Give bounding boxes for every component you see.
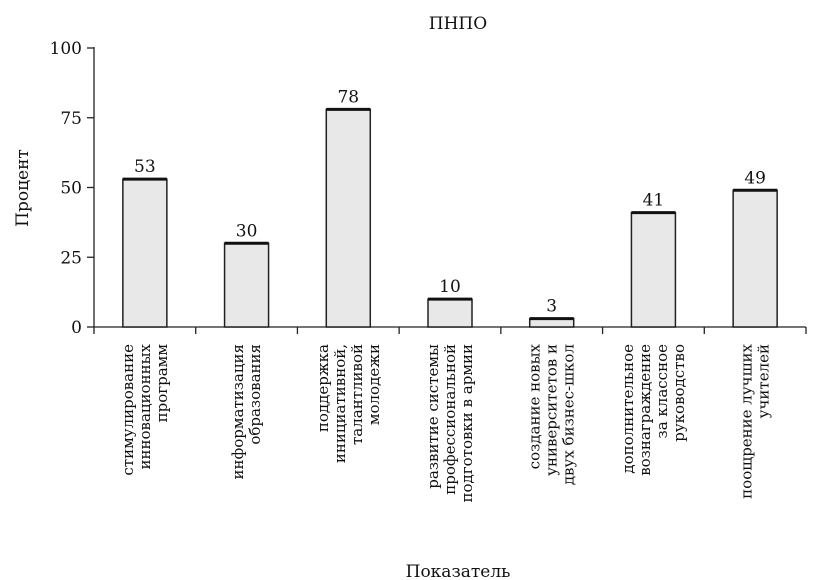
x-tick-label: стимулирование [119,344,137,476]
y-axis-label: Процент [13,149,33,227]
bar [325,108,372,328]
x-tick-label: инициативной, [331,344,349,463]
x-tick-label: руководство [670,344,688,442]
x-tick-label: подготовки в армии [458,344,476,503]
x-tick-label: инновационных [136,343,154,469]
y-tick-label: 75 [60,109,82,129]
bar [122,178,168,328]
data-label: 30 [236,221,258,241]
y-tick-label: 0 [71,318,82,338]
bar [427,298,473,328]
x-tick-label: дополнительное [619,344,637,474]
bar [630,211,677,328]
x-tick-label: талантливой [348,344,366,445]
y-tick-label: 25 [60,248,82,268]
x-tick-label: поощрение лучших [738,343,756,498]
x-tick-label: создание новых [526,343,544,469]
data-label: 41 [643,191,665,211]
x-tick-label: программ [153,344,171,423]
x-tick-label: университетов и [543,344,561,476]
x-tick-label: развитие системы [424,344,442,489]
data-label: 10 [439,277,461,297]
data-label: 53 [134,157,156,177]
chart-title: ПНПО [429,14,487,34]
data-label: 49 [744,168,766,188]
x-tick-label: учителей [755,344,773,418]
y-tick-label: 50 [60,179,82,199]
x-axis-label: Показатель [406,562,511,580]
bar [223,242,270,328]
data-label: 78 [337,87,359,107]
x-tick-label: за классное [653,344,671,439]
data-label: 3 [546,297,557,317]
bar [732,189,778,328]
x-tick-label: вознаграждение [636,344,654,476]
x-tick-label: двух бизнес-школ [560,344,578,485]
x-tick-label: информатизация [229,344,247,480]
x-tick-label: профессиональной [441,344,459,495]
x-tick-label: образования [246,344,264,445]
x-tick-label: поддержка [314,344,332,432]
y-tick-label: 100 [50,39,82,59]
x-tick-label: молодежи [365,344,383,425]
